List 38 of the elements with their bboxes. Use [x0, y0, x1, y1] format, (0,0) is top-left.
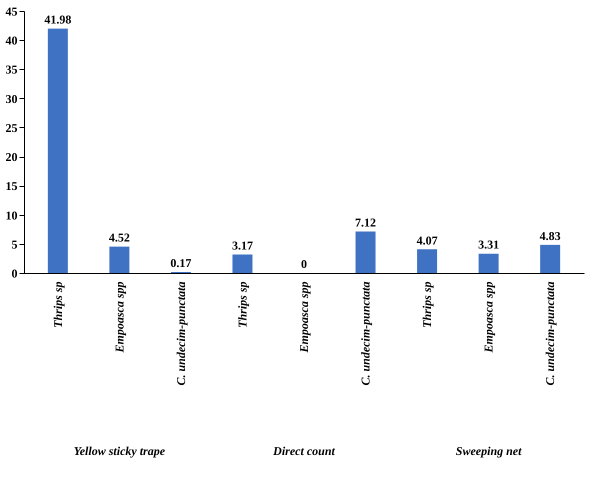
x-tick-label: Thrips sp [420, 282, 434, 328]
data-label: 3.17 [232, 238, 253, 253]
bar [417, 249, 438, 273]
bar [232, 254, 252, 273]
data-label: 7.12 [355, 216, 376, 230]
y-tick-label: 30 [6, 92, 18, 106]
x-tick-label: C. undecim-punctata [174, 282, 188, 386]
data-label: 4.07 [416, 233, 438, 248]
bar [48, 28, 68, 273]
x-tick-label: Empoasca spp [112, 282, 126, 354]
x-tick-label: Empoasca spp [482, 282, 496, 354]
data-label: 41.98 [44, 12, 72, 27]
data-label: 4.52 [108, 230, 130, 245]
y-tick-label: 45 [6, 4, 18, 18]
y-tick-label: 20 [6, 150, 18, 164]
y-tick-label: 5 [12, 237, 18, 252]
text: Yellow sticky trape [74, 444, 166, 458]
x-tick-label: Thrips sp [50, 282, 65, 328]
data-label: 3.31 [478, 238, 500, 252]
y-tick-label: 35 [6, 62, 18, 77]
x-tick-label: C. undecim-punctata [358, 282, 373, 386]
text: Direct count [272, 444, 336, 458]
y-tick-label: 0 [12, 266, 18, 280]
x-tick-label: C. undecim-punctata [543, 282, 558, 386]
x-tick-label: Empoasca spp [297, 282, 311, 354]
data-label: 0.17 [170, 256, 192, 270]
x-tick-label: Thrips sp [235, 282, 250, 328]
y-tick-label: 10 [6, 208, 18, 222]
bar [540, 244, 560, 273]
bar [356, 232, 376, 273]
y-tick-label: 25 [6, 120, 18, 135]
bar [109, 246, 130, 273]
y-tick-label: 15 [6, 179, 18, 194]
bar [478, 254, 499, 273]
y-tick-label: 40 [6, 34, 18, 48]
data-label: 4.83 [540, 228, 561, 243]
text: Sweeping net [456, 444, 522, 458]
data-label: 0 [301, 257, 307, 271]
